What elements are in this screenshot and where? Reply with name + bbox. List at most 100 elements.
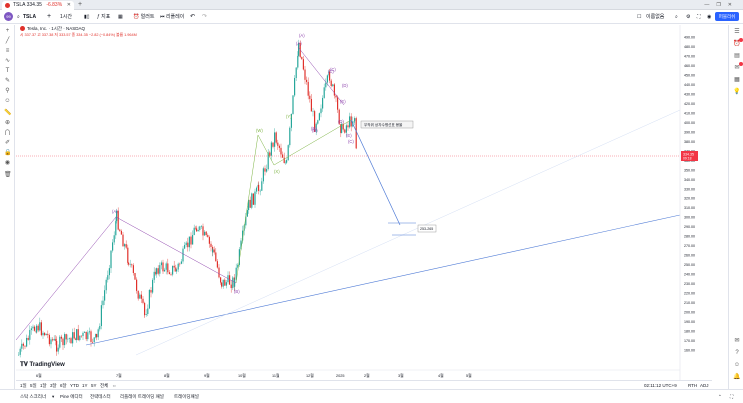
data-window-icon[interactable]: ▤ — [734, 53, 740, 59]
price-tick-label: 460.00 — [684, 64, 695, 68]
layout-grid-icon[interactable]: ▦ — [118, 14, 123, 20]
candle-body — [340, 124, 342, 133]
maximize-panel-icon[interactable]: ⛶ — [730, 394, 734, 399]
dropdown-icon[interactable]: ▾ — [52, 394, 55, 399]
range-5d[interactable]: 5일 — [30, 383, 37, 388]
lock-icon[interactable]: 🔒 — [4, 150, 12, 156]
undo-button[interactable]: ↶ — [190, 14, 196, 20]
alerts-icon[interactable]: ⏰ — [733, 38, 743, 48]
settings-icon[interactable]: ⚙ — [686, 14, 691, 20]
price-chart[interactable]: (A) (B) (C) (D) (E) (W) (X) (Y) (A) (B) (C) (D) (E) (… — [15, 25, 712, 380]
candle-body — [84, 331, 86, 333]
candle-body — [110, 250, 112, 269]
prediction-icon[interactable]: ⚲ — [5, 88, 10, 94]
symbol-search[interactable]: TSLA — [23, 14, 37, 20]
zoom-in-icon[interactable]: ⊕ — [4, 120, 11, 126]
chart-pane[interactable]: (A) (B) (C) (D) (E) (W) (X) (Y) (A) (B) (C) (D) (E) (… — [15, 25, 712, 380]
tab-trading-panel[interactable]: 트레이딩패널 — [174, 394, 199, 399]
magnet-icon[interactable]: ⋂ — [5, 130, 10, 136]
candle-body — [197, 230, 199, 232]
chat-icon[interactable]: ✉ — [734, 338, 740, 344]
candle-body — [162, 262, 164, 272]
layout-name[interactable]: 이름없음 — [646, 14, 665, 20]
publish-button[interactable]: 퍼블리쉬 — [715, 12, 739, 21]
text-tool-icon[interactable]: T — [5, 68, 10, 74]
candle-body — [180, 261, 182, 264]
emoji-icon[interactable]: ☺ — [4, 98, 11, 104]
range-bar: 1일 5일 1달 3달 6달 YTD 1Y 5Y 전체 ⇔ 02:11:12 U… — [16, 380, 712, 389]
tradingview-logo-icon: 𝐓𝐕 — [20, 362, 30, 368]
candle-body — [297, 55, 299, 68]
range-1m[interactable]: 1달 — [40, 383, 47, 388]
indicators-icon: ƒ — [97, 14, 102, 20]
minimize-icon[interactable]: — — [704, 2, 717, 8]
trend-line-icon[interactable]: ╱ — [5, 38, 10, 44]
brush-icon[interactable]: ✎ — [4, 78, 11, 84]
candle-body — [164, 269, 166, 272]
ideas-icon[interactable]: 💡 — [733, 89, 741, 95]
candle-body — [22, 343, 24, 346]
close-tab-icon[interactable]: ✕ — [66, 2, 71, 8]
ruler-icon[interactable]: 📏 — [4, 110, 12, 116]
candle-body — [48, 334, 50, 345]
stay-drawing-icon[interactable]: ✐ — [4, 140, 11, 146]
range-1d[interactable]: 1일 — [20, 383, 27, 388]
candle-body — [337, 97, 339, 110]
window-controls[interactable]: —❐✕ — [704, 0, 739, 10]
candle-body — [47, 333, 49, 335]
candle-body — [235, 267, 237, 280]
interval-button[interactable]: 1시간 — [60, 14, 72, 20]
maximize-icon[interactable]: ❐ — [716, 2, 728, 8]
calendar-icon[interactable]: ▦ — [734, 77, 740, 83]
candle-body — [100, 305, 102, 327]
bell-icon[interactable]: 🔔 — [733, 374, 741, 380]
tab-stock-screener[interactable]: 스탁 스크리너 — [20, 394, 47, 399]
range-3m[interactable]: 3달 — [50, 383, 57, 388]
replay-button[interactable]: ⏮ 리플레이 — [160, 11, 184, 23]
time-tick-label: 2025 — [336, 374, 344, 378]
candle-body — [168, 272, 170, 275]
candle-body — [27, 337, 29, 340]
horizontal-lines-icon[interactable]: ≡ — [5, 48, 10, 54]
watchlist-icon[interactable]: ☰ — [734, 29, 740, 35]
session-toggle[interactable]: RTH — [688, 383, 698, 388]
range-1y[interactable]: 1Y — [82, 383, 88, 388]
eye-icon[interactable]: ◉ — [4, 160, 11, 166]
add-symbol-button[interactable]: + — [47, 13, 52, 20]
candle-body — [85, 331, 87, 340]
new-tab-button[interactable]: + — [78, 1, 83, 8]
adj-toggle[interactable]: ADJ — [700, 383, 709, 388]
candle-body — [150, 290, 152, 293]
people-icon[interactable]: ☺ — [733, 362, 741, 368]
quick-search-icon[interactable]: ⌕ — [675, 14, 678, 20]
notifications-icon[interactable]: ✉ — [733, 62, 743, 72]
snapshot-icon[interactable]: ◉ — [707, 14, 712, 20]
pattern-icon[interactable]: ∿ — [4, 58, 11, 64]
range-ytd[interactable]: YTD — [70, 383, 79, 388]
indicators-button[interactable]: ƒ 지표 — [97, 11, 110, 23]
range-6m[interactable]: 6달 — [60, 383, 67, 388]
candle-body — [179, 263, 181, 265]
date-range-icon[interactable]: ⇔ — [112, 383, 117, 388]
search-icon[interactable]: ⌕ — [17, 14, 20, 20]
candle-body — [152, 279, 154, 293]
candle-body — [175, 267, 177, 272]
range-all[interactable]: 전체 — [100, 383, 109, 388]
user-avatar[interactable]: 99 — [4, 12, 13, 21]
tab-pine-editor[interactable]: Pine 에디터 — [60, 394, 83, 399]
crosshair-icon[interactable]: + — [5, 28, 10, 34]
tab-replay-panel[interactable]: 리플레이 트레이딩 패널 — [120, 394, 164, 399]
trash-icon[interactable]: 🗑 — [4, 172, 12, 178]
bar-style-icon[interactable]: ▮▯ — [84, 14, 90, 20]
collapse-panel-icon[interactable]: ⌃ — [718, 394, 722, 399]
candle-body — [68, 338, 70, 339]
fullscreen-icon[interactable]: ⛶ — [697, 14, 701, 20]
redo-button[interactable]: ↷ — [202, 14, 208, 20]
alert-button[interactable]: ⏰ 얼러트 — [133, 11, 154, 23]
range-5y[interactable]: 5Y — [91, 383, 97, 388]
layout-checkbox-icon[interactable]: ☐ — [637, 14, 642, 20]
tab-strategy-tester[interactable]: 전략테스터 — [90, 394, 111, 399]
close-window-icon[interactable]: ✕ — [727, 2, 739, 8]
help-icon[interactable]: ? — [735, 350, 739, 356]
browser-tab[interactable]: TSLA 334.35 -6.83% ✕ — [2, 1, 74, 10]
